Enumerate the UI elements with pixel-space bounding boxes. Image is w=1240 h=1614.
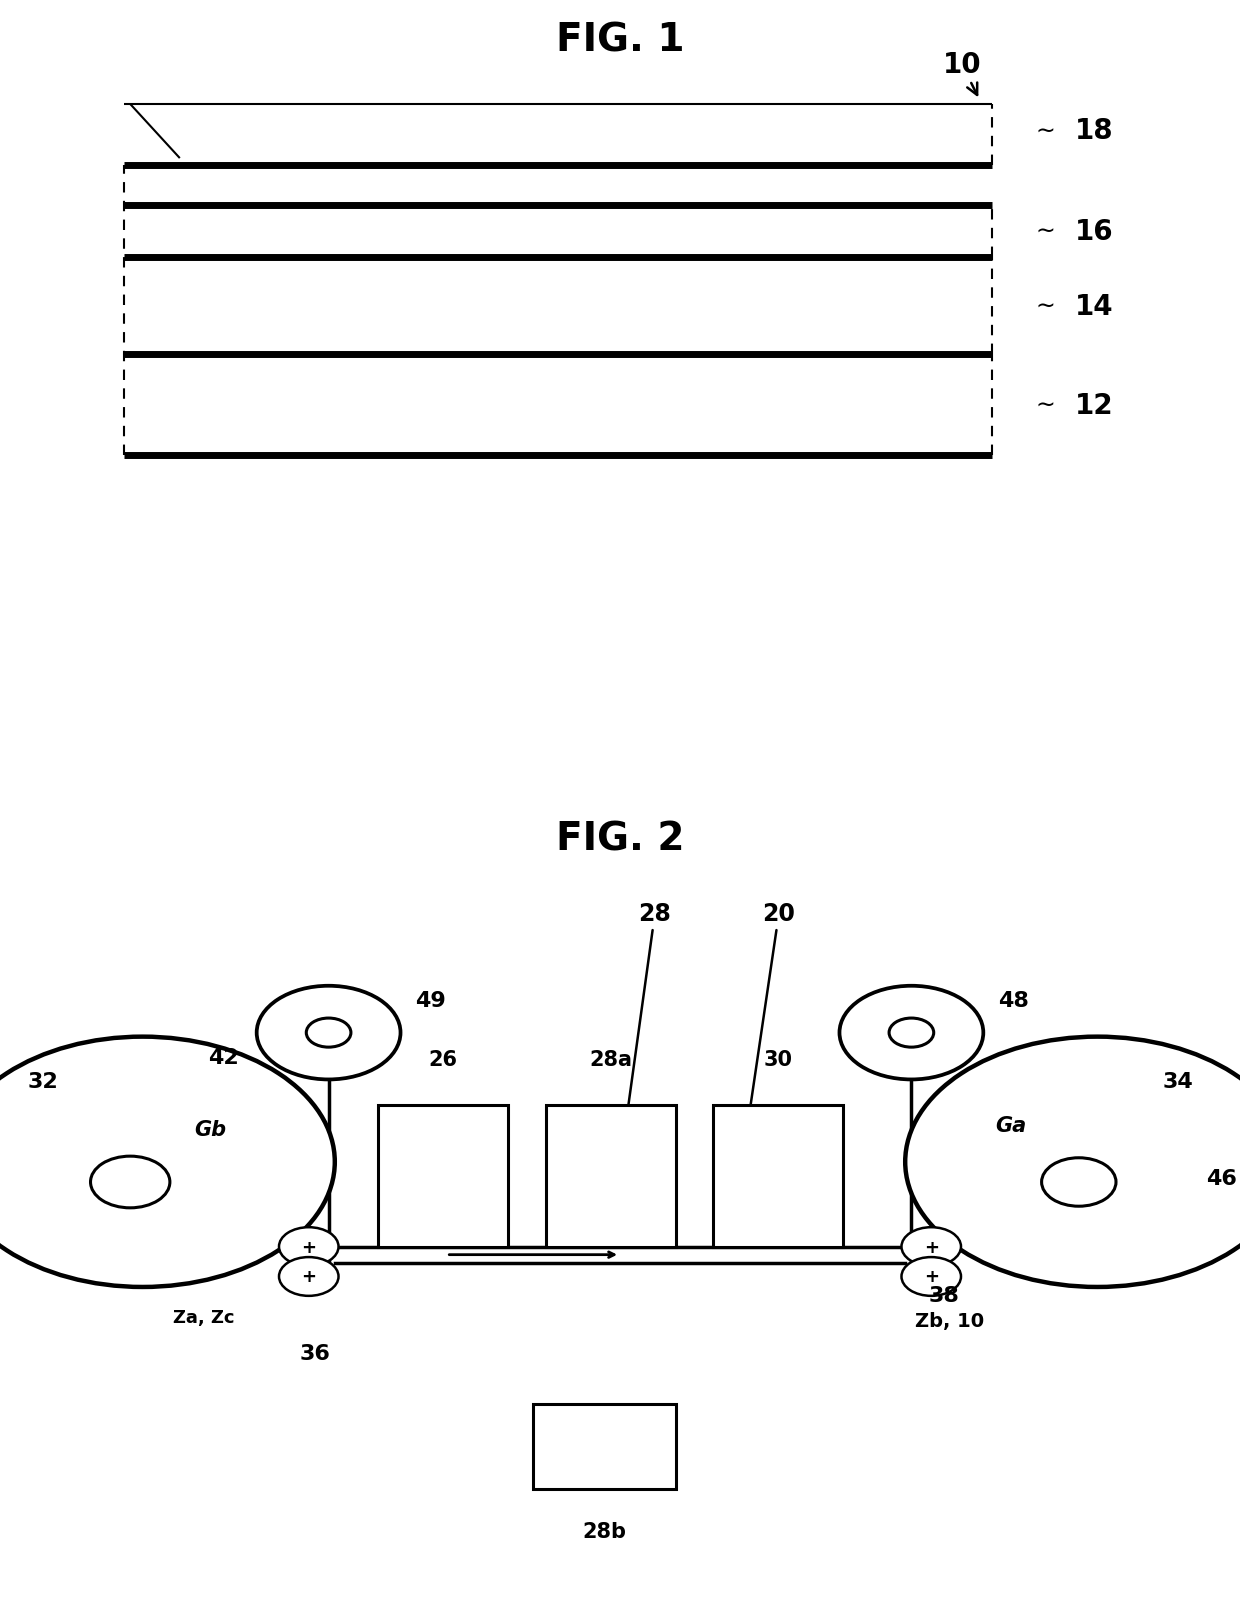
Circle shape	[279, 1257, 339, 1296]
Circle shape	[1042, 1159, 1116, 1207]
Text: +: +	[924, 1267, 939, 1286]
Text: ∼: ∼	[1035, 220, 1055, 244]
Text: FIG. 1: FIG. 1	[556, 21, 684, 60]
Bar	[378, 1106, 508, 1246]
Bar	[713, 1106, 843, 1246]
Text: ∼: ∼	[1035, 119, 1055, 144]
Text: 20: 20	[742, 901, 796, 1144]
Text: 48: 48	[998, 991, 1029, 1010]
Circle shape	[306, 1018, 351, 1047]
Text: 26: 26	[429, 1049, 458, 1068]
Text: 49: 49	[415, 991, 446, 1010]
Text: 30: 30	[764, 1049, 792, 1068]
Text: 16: 16	[1075, 218, 1114, 245]
Text: +: +	[301, 1238, 316, 1256]
Circle shape	[839, 986, 983, 1080]
Text: FIG. 2: FIG. 2	[556, 820, 684, 859]
Text: 38: 38	[929, 1285, 959, 1306]
Text: Ga: Ga	[994, 1115, 1027, 1136]
Text: 28a: 28a	[589, 1049, 632, 1068]
Text: 36: 36	[300, 1343, 330, 1364]
Circle shape	[91, 1156, 170, 1207]
Text: 10: 10	[942, 50, 981, 95]
Text: Za, Zc: Za, Zc	[172, 1307, 234, 1327]
Text: ∼: ∼	[1035, 295, 1055, 318]
Text: 14: 14	[1075, 292, 1114, 321]
Text: ∼: ∼	[1035, 394, 1055, 418]
Bar	[533, 1404, 676, 1488]
Text: 28: 28	[618, 901, 672, 1160]
Text: 32: 32	[29, 1072, 58, 1091]
Text: +: +	[301, 1267, 316, 1286]
Text: +: +	[924, 1238, 939, 1256]
Text: 34: 34	[1163, 1072, 1193, 1091]
Circle shape	[279, 1227, 339, 1265]
Circle shape	[0, 1038, 335, 1288]
Text: 28b: 28b	[583, 1520, 626, 1541]
Text: 12: 12	[1075, 392, 1114, 420]
Text: 42: 42	[208, 1047, 238, 1067]
Bar	[546, 1106, 676, 1246]
Circle shape	[889, 1018, 934, 1047]
Text: Zb, 10: Zb, 10	[915, 1312, 985, 1330]
Circle shape	[901, 1257, 961, 1296]
Circle shape	[257, 986, 401, 1080]
Text: 18: 18	[1075, 118, 1114, 145]
Text: Gb: Gb	[195, 1120, 227, 1139]
Circle shape	[905, 1038, 1240, 1288]
Text: 46: 46	[1207, 1169, 1236, 1188]
Circle shape	[901, 1227, 961, 1265]
